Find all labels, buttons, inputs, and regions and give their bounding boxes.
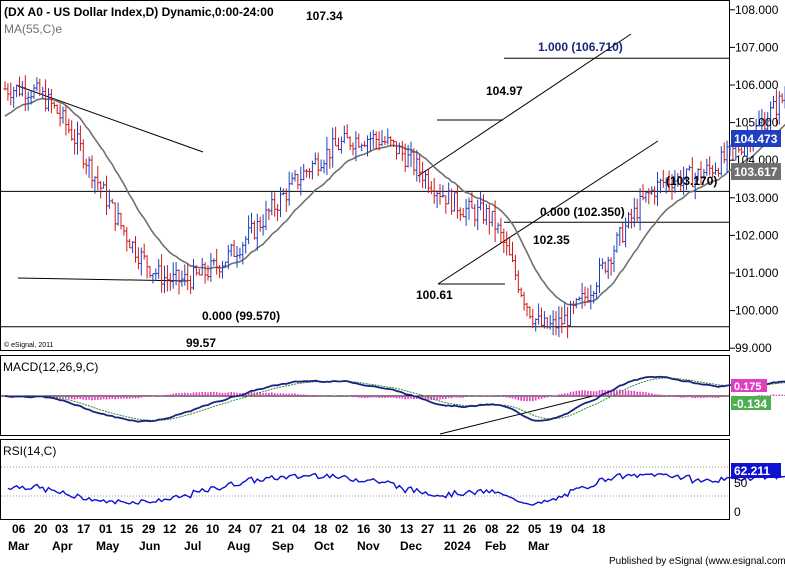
x-day-label: 29: [142, 522, 156, 536]
x-month-label: Mar: [528, 539, 550, 553]
rsi-value: 62.211: [734, 464, 770, 478]
x-day-label: 22: [506, 522, 520, 536]
macd-label: MACD(12,26,9,C): [3, 360, 98, 374]
last-price-badge: [731, 130, 781, 147]
rsi-panel-frame: [0, 439, 730, 520]
rsi-tick-0: 0: [734, 505, 741, 519]
annotation-104-97: 104.97: [486, 84, 523, 98]
annotation-99-57: 99.57: [186, 336, 216, 350]
x-day-label: 01: [99, 522, 113, 536]
trend-line: [417, 33, 632, 177]
y-tick-label: 103.000: [735, 191, 779, 205]
annotation-102-35: 102.35: [533, 233, 570, 247]
x-month-label: Jul: [184, 539, 201, 553]
copyright-text: © eSignal, 2011: [4, 341, 54, 349]
ma-value-badge: [731, 163, 781, 180]
x-day-label: 10: [206, 522, 220, 536]
macd-signal-badge: [731, 396, 771, 410]
x-day-label: 07: [249, 522, 263, 536]
x-day-label: 13: [400, 522, 414, 536]
x-day-label: 26: [463, 522, 477, 536]
annotation-100-61: 100.61: [416, 288, 453, 302]
y-tick-label: 102.000: [735, 228, 779, 242]
x-day-label: 26: [185, 522, 199, 536]
x-month-label: May: [96, 539, 120, 553]
ma-legend-label: MA(55,C)e: [4, 22, 62, 36]
price-panel-frame: [0, 0, 730, 351]
x-day-label: 06: [12, 522, 26, 536]
macd-panel-frame: [0, 355, 730, 436]
macd-value-top: 0.175: [734, 381, 762, 393]
annotation-107-34: 107.34: [306, 9, 343, 23]
y-tick-label: 100.000: [735, 304, 779, 318]
macd-trend-line: [439, 395, 594, 435]
x-day-label: 02: [335, 522, 349, 536]
last-price-value: 104.473: [734, 132, 778, 146]
x-month-label: Apr: [52, 539, 73, 553]
trend-line: [437, 140, 659, 285]
x-day-label: 27: [421, 522, 435, 536]
x-day-label: 18: [592, 522, 606, 536]
x-day-label: 20: [34, 522, 48, 536]
x-month-label: Feb: [485, 539, 506, 553]
x-month-label: Oct: [314, 539, 334, 553]
x-day-label: 04: [292, 522, 306, 536]
x-day-label: 15: [120, 522, 134, 536]
macd-hist-badge: [731, 379, 767, 392]
x-day-label: 04: [571, 522, 585, 536]
rsi-label: RSI(14,C): [3, 444, 56, 458]
rsi-line: [7, 472, 785, 506]
x-day-label: 12: [163, 522, 177, 536]
level-label-99570: 0.000 (99.570): [202, 309, 280, 323]
x-month-label: Dec: [400, 539, 422, 553]
x-day-label: 21: [271, 522, 285, 536]
x-month-label: 2024: [444, 539, 471, 553]
level-label-106710: 1.000 (106.710): [538, 40, 623, 54]
chart-title: (DX A0 - US Dollar Index,D) Dynamic,0:00…: [4, 5, 274, 19]
x-day-label: 11: [443, 522, 456, 536]
y-tick-label: 99.000: [735, 341, 772, 355]
x-month-label: Nov: [357, 539, 380, 553]
x-day-label: 19: [549, 522, 563, 536]
x-month-label: Jun: [139, 539, 160, 553]
rsi-tick-50: 50: [734, 476, 748, 490]
x-month-label: Sep: [272, 539, 294, 553]
ma-value: 103.617: [734, 165, 778, 179]
macd-value-bottom: -0.134: [733, 397, 767, 411]
y-tick-label: 105.000: [735, 116, 779, 130]
y-tick-label: 108.000: [735, 3, 779, 17]
x-day-label: 05: [528, 522, 542, 536]
moving-average-line: [4, 97, 785, 306]
macd-signal-line: [4, 377, 785, 422]
y-tick-label: 107.000: [735, 40, 779, 54]
x-day-label: 24: [228, 522, 242, 536]
x-day-label: 18: [314, 522, 328, 536]
y-tick-label: 101.000: [735, 266, 779, 280]
level-label-102350: 0.000 (102.350): [540, 205, 625, 219]
rsi-value-badge: [731, 463, 781, 478]
x-month-label: Mar: [8, 539, 30, 553]
x-day-label: 17: [77, 522, 91, 536]
x-day-label: 16: [357, 522, 371, 536]
y-tick-label: 106.000: [735, 78, 779, 92]
footer-credit: Published by eSignal (www.esignal.com): [609, 556, 785, 567]
x-day-label: 08: [485, 522, 499, 536]
x-day-label: 03: [55, 522, 69, 536]
x-day-label: 30: [378, 522, 392, 536]
macd-line: [4, 375, 785, 423]
level-label-103170: (103.170): [666, 174, 717, 188]
x-month-label: Aug: [227, 539, 250, 553]
trend-line: [17, 277, 189, 282]
